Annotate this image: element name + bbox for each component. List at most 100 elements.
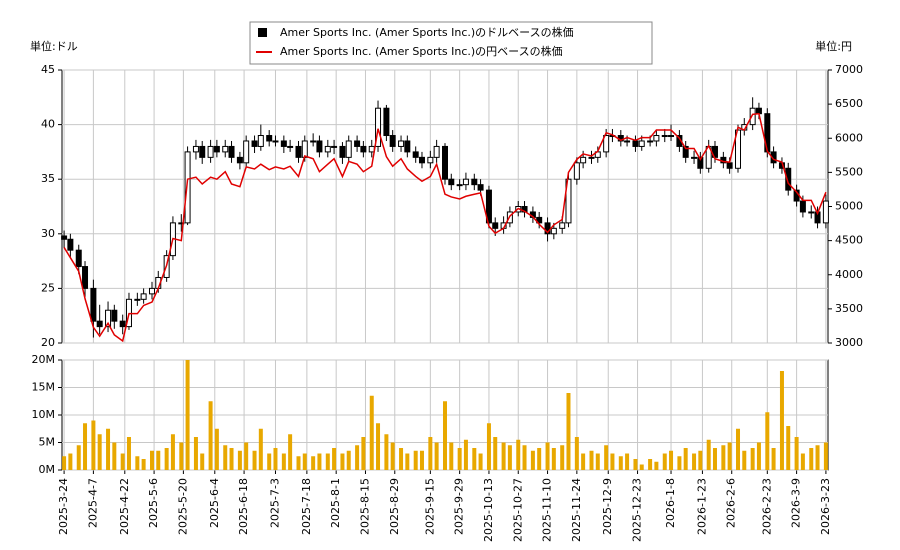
candle-body — [301, 140, 308, 158]
x-tick-label: 2026-3-9 — [790, 478, 803, 528]
volume-bar — [135, 456, 140, 470]
x-tick-label: 2025-6-18 — [237, 478, 250, 535]
volume-bar — [91, 420, 96, 470]
volume-bar — [405, 453, 410, 470]
x-tick-label: 2025-4-22 — [118, 478, 131, 535]
volume-bar — [390, 442, 395, 470]
x-tick-label: 2026-1-8 — [664, 478, 677, 528]
volume-bar — [399, 448, 404, 470]
y-tick-label: 40 — [41, 118, 55, 131]
volume-bar — [794, 437, 799, 470]
candle-body — [638, 140, 645, 147]
volume-bar — [83, 423, 88, 470]
volume-bar — [449, 442, 454, 470]
legend-label: Amer Sports Inc. (Amer Sports Inc.)の円ベース… — [280, 44, 563, 58]
candle-body — [398, 140, 405, 147]
price-frame — [61, 69, 829, 344]
volume-bar — [62, 456, 67, 470]
candle-body — [404, 140, 411, 153]
candle-body — [316, 140, 323, 153]
volume-bar — [736, 428, 741, 470]
x-tick-label: 2025-7-18 — [300, 478, 313, 535]
candle-body — [375, 107, 382, 147]
volume-bar — [698, 450, 703, 470]
x-tick-label: 2025-11-24 — [570, 478, 583, 542]
volume-bar — [669, 450, 674, 470]
candle-body — [192, 145, 199, 153]
volume-bar — [478, 453, 483, 470]
volume-bar — [625, 453, 630, 470]
volume-bar — [771, 448, 776, 470]
x-tick-label: 2025-8-1 — [329, 478, 342, 528]
volume-bar — [463, 439, 468, 470]
volume-bar — [288, 434, 293, 470]
volume-bar — [786, 426, 791, 470]
x-tick-label: 2026-3-23 — [819, 478, 832, 535]
y2-tick-label: 3000 — [835, 336, 863, 349]
volume-bar — [273, 448, 278, 470]
candle-body — [580, 156, 587, 164]
y2-tick-label: 6000 — [835, 131, 863, 144]
volume-bar — [457, 448, 462, 470]
candle-body — [257, 135, 264, 147]
volume-bar — [662, 453, 667, 470]
candle-body — [755, 107, 762, 115]
candle-body — [148, 287, 155, 295]
volume-bar — [76, 445, 81, 470]
volume-bar — [419, 450, 424, 470]
candle-body — [808, 211, 815, 214]
candle-body — [280, 140, 287, 147]
volume-bar — [413, 450, 418, 470]
volume-bar — [648, 459, 653, 470]
candle-body — [272, 140, 279, 143]
volume-bar — [68, 453, 73, 470]
price-line — [63, 112, 827, 343]
volume-bar — [311, 456, 316, 470]
candle-body — [550, 227, 557, 235]
volume-bar — [537, 448, 542, 470]
volume-bar — [112, 442, 117, 470]
volume-bar — [214, 428, 219, 470]
volume-bar — [574, 437, 579, 470]
volume-bar — [296, 456, 301, 470]
y-tick-label: 35 — [41, 172, 55, 185]
volume-bar — [683, 448, 688, 470]
volume-bar — [530, 450, 535, 470]
x-tick-label: 2025-5-6 — [147, 478, 160, 528]
candle-body — [647, 140, 654, 143]
volume-bar — [472, 448, 477, 470]
x-tick-label: 2025-8-15 — [358, 478, 371, 535]
candle-body — [433, 145, 440, 158]
candle-body — [134, 298, 141, 301]
volume-bar — [252, 450, 257, 470]
volume-bar — [443, 401, 447, 470]
x-tick-label: 2025-6-4 — [208, 478, 221, 528]
volume-bar — [618, 456, 623, 470]
candle-body — [661, 135, 668, 138]
volume-bar — [120, 453, 125, 470]
x-tick-label: 2025-5-20 — [176, 478, 189, 535]
volume-bar — [434, 442, 439, 470]
x-tick-label: 2025-12-9 — [601, 478, 614, 535]
volume-bar — [141, 459, 146, 470]
candle-body — [90, 287, 97, 322]
volume-bar — [823, 442, 828, 470]
candle-body — [822, 200, 829, 224]
volume-bar — [589, 450, 594, 470]
candle-body — [573, 162, 580, 180]
candle-body — [565, 178, 572, 224]
volume-bar — [750, 448, 755, 470]
volume-bar — [384, 434, 389, 470]
x-tick-label: 2026-1-23 — [695, 478, 708, 535]
candle-body — [75, 249, 82, 268]
y2-tick-label: 6500 — [835, 97, 863, 110]
candle-body — [111, 309, 118, 322]
volume-bar — [258, 428, 263, 470]
candle-body — [199, 145, 206, 158]
volume-bar — [545, 442, 550, 470]
x-tick-label: 2025-12-23 — [631, 478, 644, 542]
candle-body — [222, 145, 229, 153]
candle-body — [345, 140, 352, 158]
volume-bar — [727, 442, 732, 470]
